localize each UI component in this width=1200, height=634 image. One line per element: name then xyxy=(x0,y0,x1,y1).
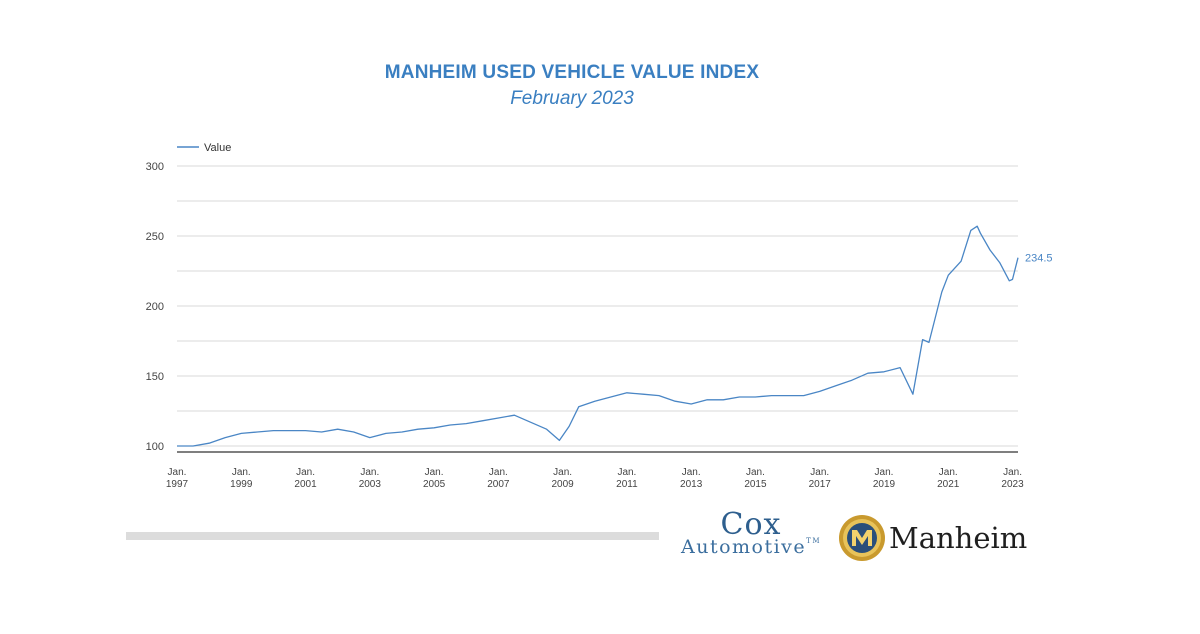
manheim-badge-icon xyxy=(839,515,885,561)
chart-subtitle: February 2023 xyxy=(510,88,634,109)
footer-divider xyxy=(126,532,659,540)
series-line-value xyxy=(177,225,1019,447)
chart-title: MANHEIM USED VEHICLE VALUE INDEX xyxy=(384,62,760,83)
x-tick-label-year: 2003 xyxy=(359,479,382,490)
x-tick-label: Jan. xyxy=(939,467,958,478)
x-tick-label: Jan. xyxy=(875,467,894,478)
x-tick-label: Jan. xyxy=(360,467,379,478)
x-tick-label-year: 2007 xyxy=(487,479,510,490)
x-tick-label-year: 2001 xyxy=(294,479,317,490)
cox-logo-top: Cox xyxy=(720,507,782,542)
x-tick-label: Jan. xyxy=(168,467,187,478)
x-tick-label: Jan. xyxy=(553,467,572,478)
x-tick-label-year: 2009 xyxy=(552,479,575,490)
x-tick-label-year: 2019 xyxy=(873,479,896,490)
x-tick-label-year: 2015 xyxy=(744,479,767,490)
x-tick-label: Jan. xyxy=(1003,467,1022,478)
x-tick-label: Jan. xyxy=(425,467,444,478)
x-tick-label-year: 2011 xyxy=(616,479,638,490)
legend-label: Value xyxy=(204,142,231,154)
x-tick-label: Jan. xyxy=(296,467,315,478)
x-tick-label-year: 1997 xyxy=(166,479,189,490)
y-tick-label: 150 xyxy=(146,371,164,383)
x-tick-label-year: 1999 xyxy=(230,479,253,490)
y-tick-label: 100 xyxy=(146,441,164,453)
y-tick-label: 300 xyxy=(146,161,164,173)
cox-logo-bottom: AutomotiveTM xyxy=(680,536,822,558)
x-tick-label: Jan. xyxy=(810,467,829,478)
x-tick-label: Jan. xyxy=(617,467,636,478)
x-tick-label-year: 2017 xyxy=(809,479,832,490)
x-tick-label: Jan. xyxy=(489,467,508,478)
x-tick-label: Jan. xyxy=(682,467,701,478)
manheim-logo-text: Manheim xyxy=(889,521,1028,555)
y-tick-label: 250 xyxy=(146,231,164,243)
x-tick-label: Jan. xyxy=(746,467,765,478)
x-tick-label-year: 2023 xyxy=(1001,479,1024,490)
end-value-label: 234.5 xyxy=(1025,253,1053,265)
x-tick-label-year: 2021 xyxy=(937,479,960,490)
x-tick-label-year: 2013 xyxy=(680,479,703,490)
x-tick-label-year: 2005 xyxy=(423,479,446,490)
y-tick-label: 200 xyxy=(146,301,164,313)
cox-automotive-logo: Cox AutomotiveTM xyxy=(676,510,826,557)
x-tick-label: Jan. xyxy=(232,467,251,478)
